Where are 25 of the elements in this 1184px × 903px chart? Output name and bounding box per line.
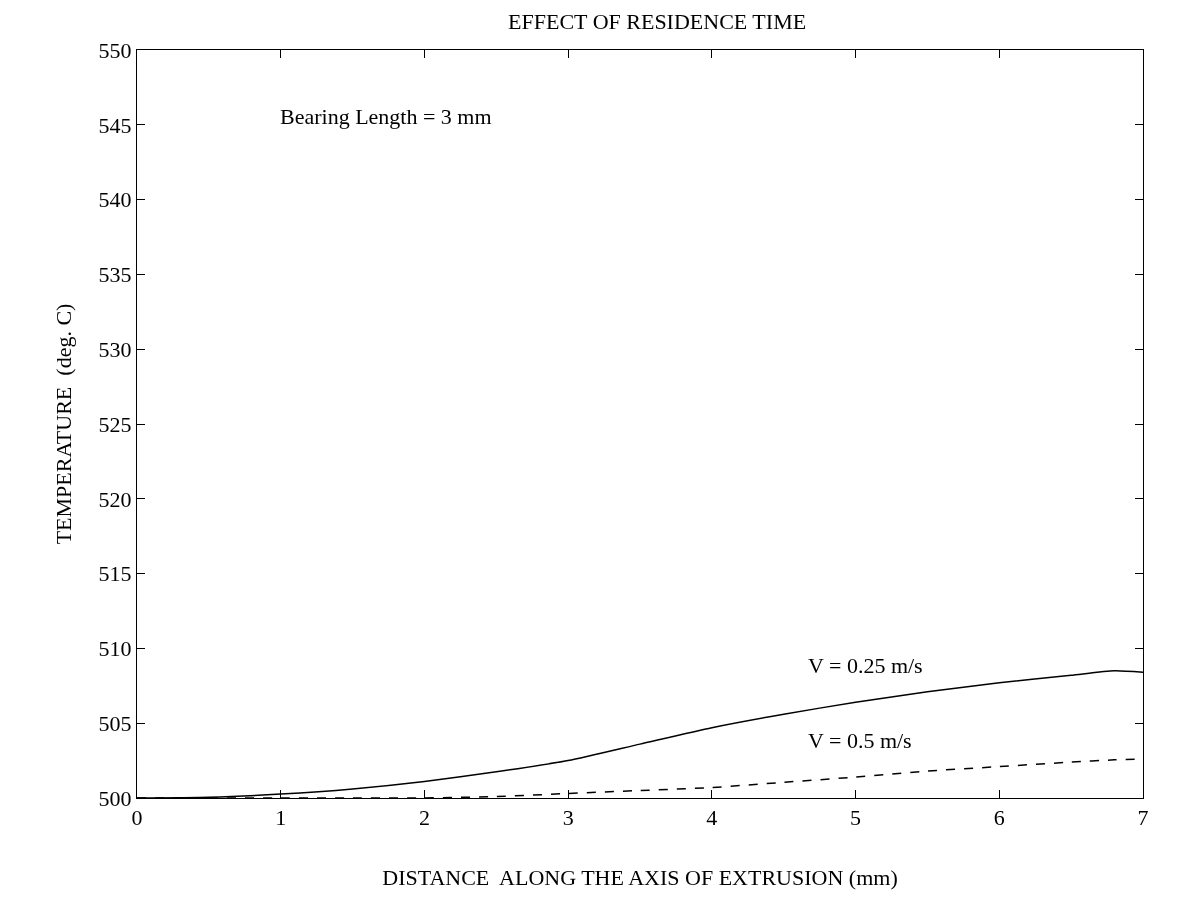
annotation: Bearing Length = 3 mm xyxy=(280,104,492,129)
x-tick-label: 5 xyxy=(850,805,862,831)
y-tick-label: 545 xyxy=(98,112,132,138)
y-tick-label: 535 xyxy=(98,262,132,288)
series-label: V = 0.25 m/s xyxy=(808,653,923,678)
y-tick-label: 500 xyxy=(98,785,132,811)
y-tick-label: 520 xyxy=(98,486,132,512)
series-label: V = 0.5 m/s xyxy=(808,728,912,753)
x-tick-label: 0 xyxy=(131,805,143,831)
y-tick-label: 505 xyxy=(98,710,132,736)
y-axis-title: TEMPERATURE (deg. C) xyxy=(51,303,77,545)
y-tick-label: 510 xyxy=(98,636,132,662)
x-axis-title: DISTANCE ALONG THE AXIS OF EXTRUSION (mm) xyxy=(382,865,898,891)
chart-title: EFFECT OF RESIDENCE TIME xyxy=(508,8,807,34)
y-tick-label: 530 xyxy=(98,336,132,362)
y-tick-label: 515 xyxy=(98,561,132,587)
y-tick-label: 540 xyxy=(98,187,132,213)
x-tick-label: 2 xyxy=(418,805,430,831)
x-tick-label: 4 xyxy=(706,805,718,831)
x-tick-label: 6 xyxy=(993,805,1005,831)
x-tick-label: 7 xyxy=(1137,805,1149,831)
y-tick-label: 550 xyxy=(98,37,132,63)
x-tick-label: 3 xyxy=(562,805,574,831)
y-tick-label: 525 xyxy=(98,411,132,437)
x-tick-label: 1 xyxy=(275,805,287,831)
